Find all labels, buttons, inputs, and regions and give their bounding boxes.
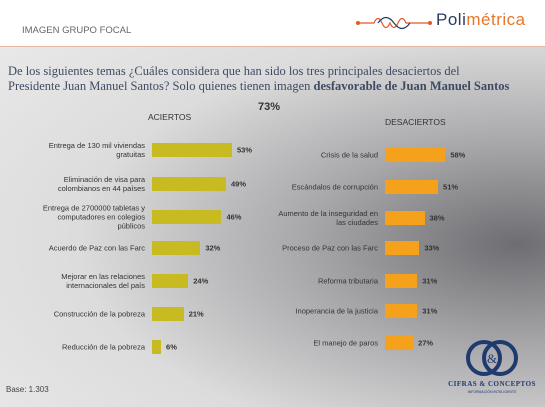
value-label: 32% bbox=[205, 243, 221, 253]
header-band bbox=[0, 0, 545, 47]
base-note: Base: 1.303 bbox=[6, 385, 49, 394]
value-label: 6% bbox=[166, 342, 177, 352]
bar bbox=[385, 180, 439, 194]
brand: Polimétrica bbox=[436, 10, 526, 30]
question-text: Presidente Juan Manuel Santos? Solo quie… bbox=[8, 79, 314, 93]
category-label: Eliminación de visa para colombianos en … bbox=[57, 175, 145, 193]
company-tagline: INFORMACIÓN INTELIGENTE bbox=[467, 390, 517, 394]
category-label: Inoperancia de la justicia bbox=[295, 306, 378, 316]
value-label: 33% bbox=[424, 243, 440, 253]
company-logo: & bbox=[466, 340, 518, 376]
category-label: Construcción de la pobreza bbox=[53, 309, 145, 319]
bar bbox=[152, 340, 162, 354]
value-label: 27% bbox=[418, 338, 434, 348]
value-label: 24% bbox=[193, 276, 209, 286]
share: 73% bbox=[258, 101, 281, 113]
value-label: 21% bbox=[188, 309, 204, 319]
value-label: 49% bbox=[230, 179, 246, 189]
value-label: 53% bbox=[237, 145, 253, 155]
bar bbox=[152, 307, 184, 321]
value-label: 31% bbox=[422, 276, 438, 286]
value-label: 58% bbox=[450, 150, 466, 160]
value-label: 51% bbox=[443, 182, 459, 192]
value-label: 46% bbox=[226, 212, 242, 222]
bar bbox=[152, 177, 226, 191]
question: Presidente Juan Manuel Santos? Solo quie… bbox=[8, 79, 509, 94]
category-label: Proceso de Paz con las Farc bbox=[282, 243, 378, 253]
bar bbox=[152, 143, 233, 157]
category-label: Acuerdo de Paz con las Farc bbox=[48, 243, 145, 253]
svg-text:&: & bbox=[487, 351, 497, 366]
category-label: Escándalos de corrupción bbox=[291, 182, 378, 192]
bar bbox=[385, 148, 446, 162]
value-label: 38% bbox=[429, 213, 445, 223]
category-label: Reforma tributaria bbox=[317, 276, 378, 286]
bar bbox=[385, 336, 414, 350]
bar bbox=[385, 304, 418, 318]
brand-part: métrica bbox=[466, 10, 526, 29]
bar bbox=[385, 211, 425, 225]
bar bbox=[385, 241, 420, 255]
category-label: El manejo de paros bbox=[313, 338, 378, 348]
bar bbox=[152, 241, 201, 255]
company-name: CIFRAS & CONCEPTOS bbox=[448, 380, 536, 388]
bar bbox=[152, 274, 189, 288]
category-label: Mejorar en las relaciones internacionale… bbox=[61, 272, 145, 290]
bar bbox=[152, 210, 222, 224]
category-label: Entrega de 130 mil viviendas gratuitas bbox=[48, 141, 145, 159]
section-title: IMAGEN GRUPO FOCAL bbox=[22, 25, 132, 36]
chart-title: DESACIERTOS bbox=[385, 117, 446, 127]
question: De los siguientes temas ¿Cuáles consider… bbox=[8, 64, 460, 78]
brand-icon bbox=[356, 16, 432, 30]
category-label: Reducción de la pobreza bbox=[62, 342, 145, 352]
brand-part: Poli bbox=[436, 10, 467, 29]
value-label: 31% bbox=[422, 306, 438, 316]
category-label: Crisis de la salud bbox=[320, 150, 378, 160]
category-label: Entrega de 2700000 tabletas y computador… bbox=[42, 203, 145, 231]
chart-title: ACIERTOS bbox=[148, 112, 192, 122]
bar bbox=[385, 274, 418, 288]
question-bold: desfavorable de Juan Manuel Santos bbox=[313, 79, 510, 93]
category-label: Aumento de la inseguridad en las ciudade… bbox=[278, 209, 378, 227]
